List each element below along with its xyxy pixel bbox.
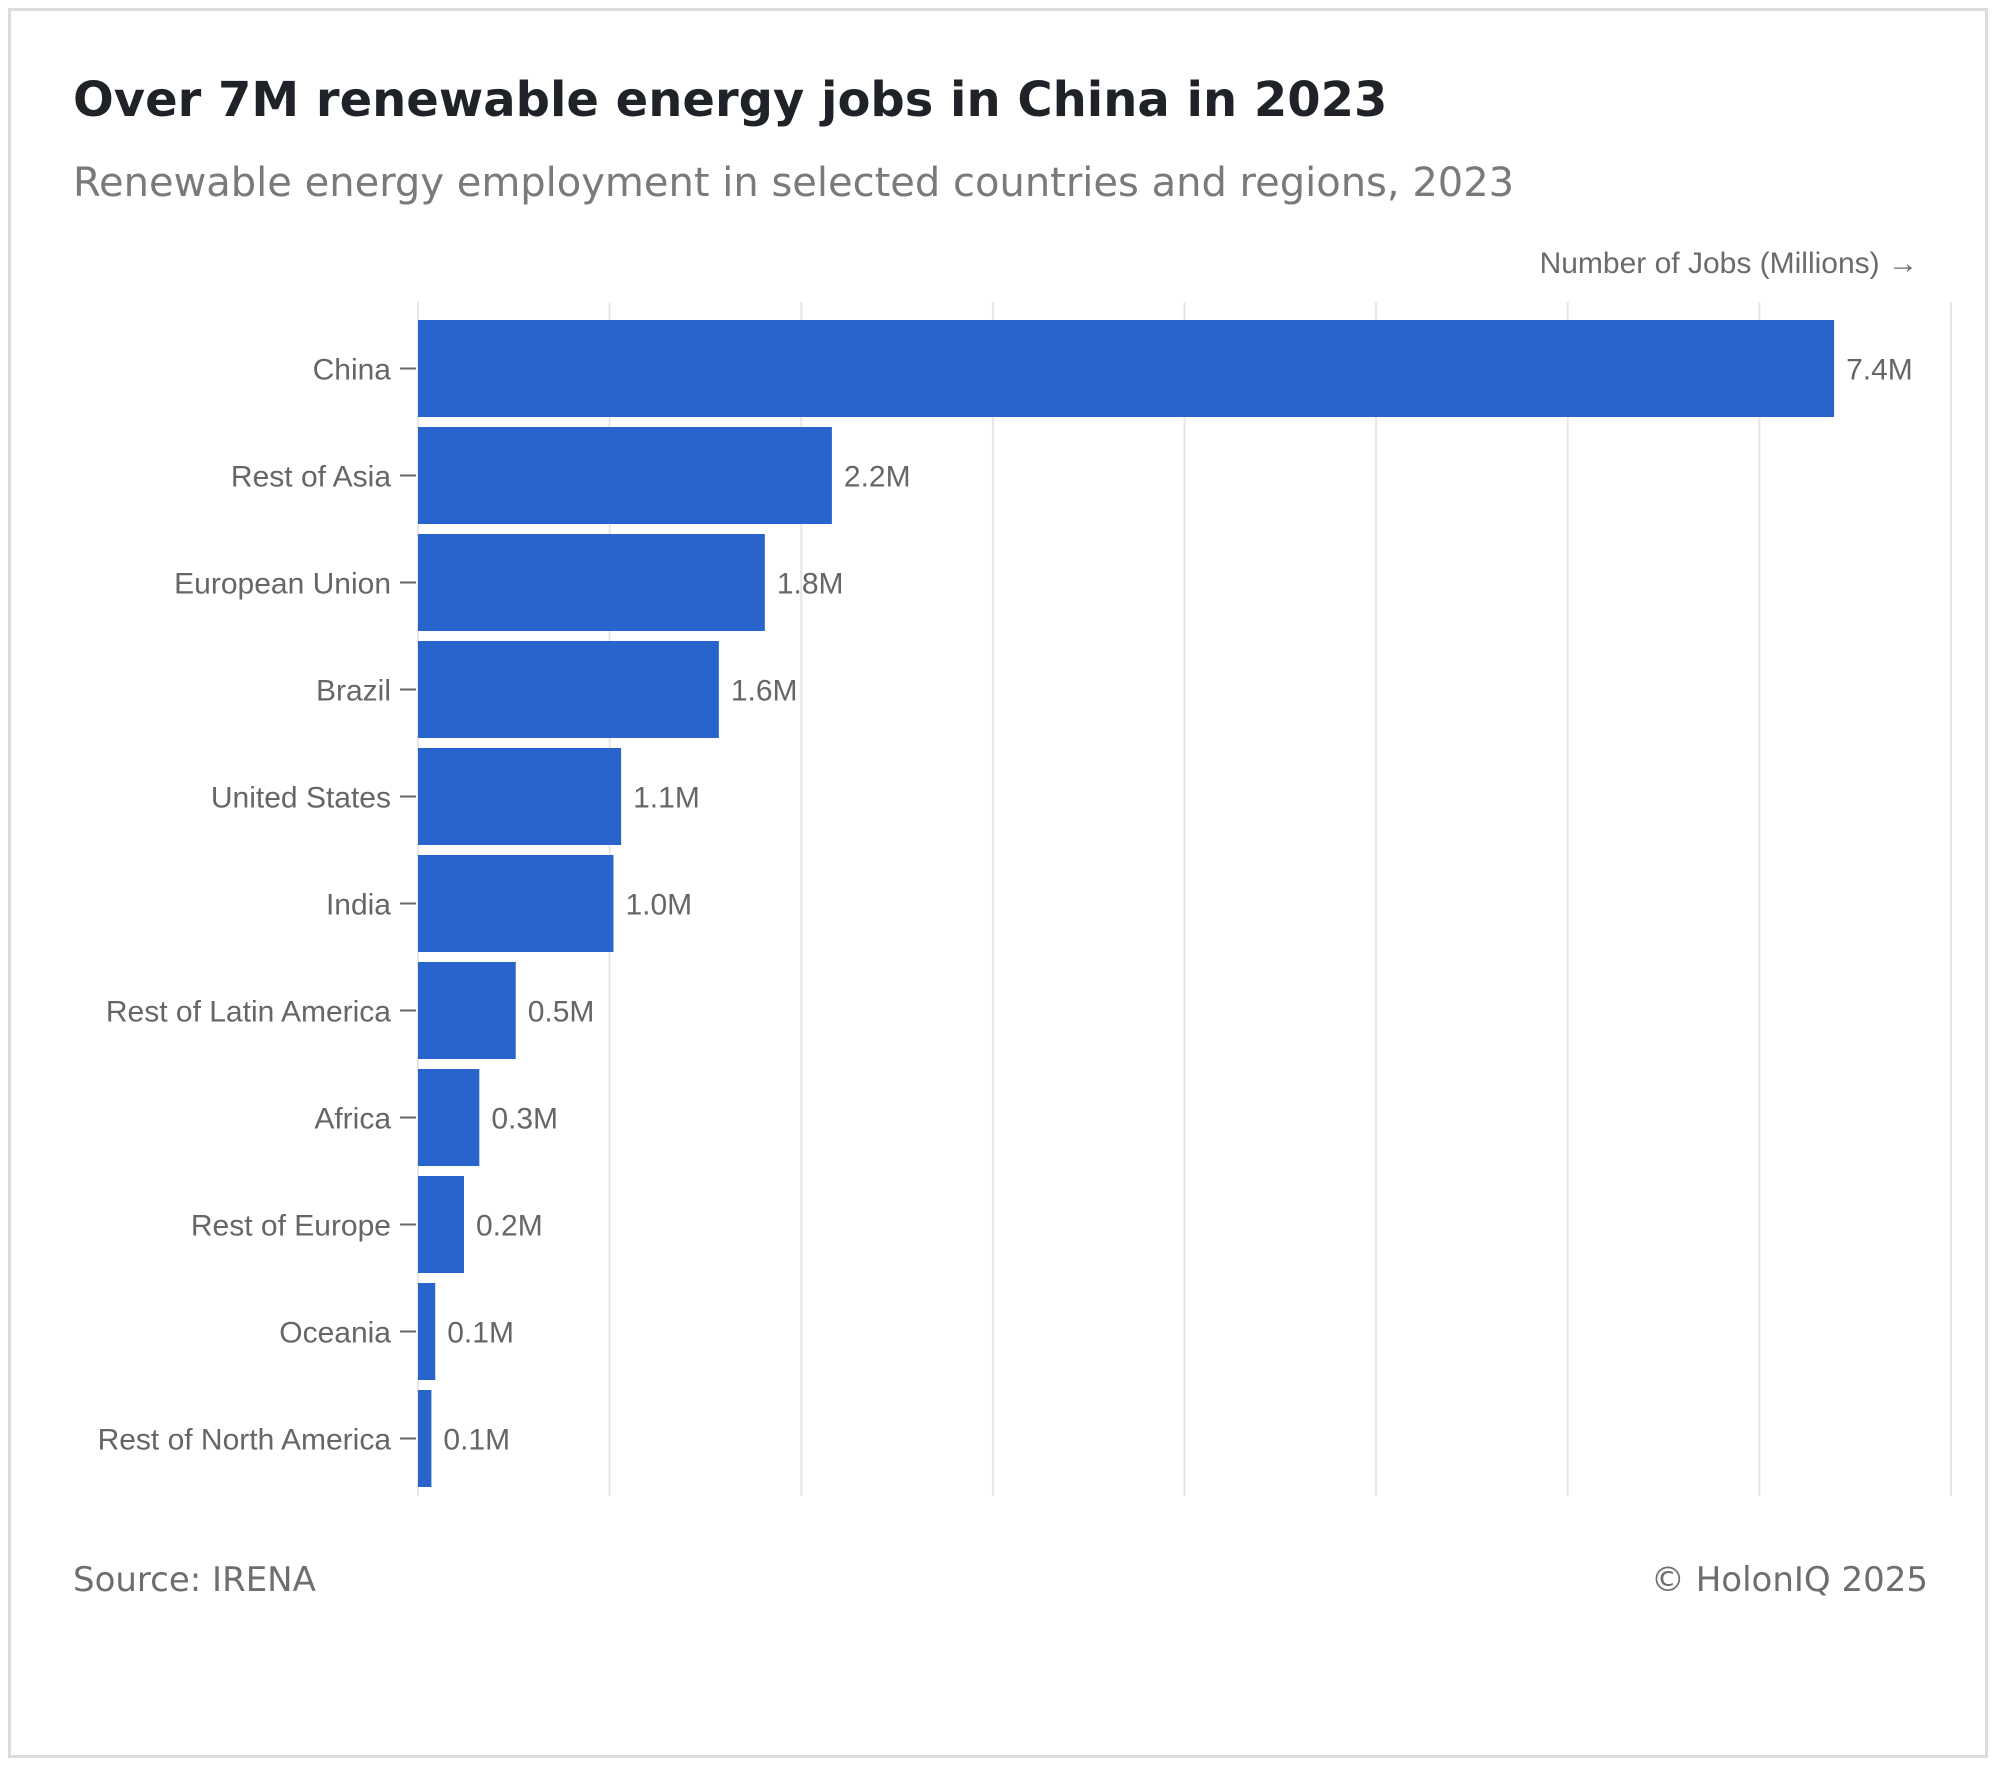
category-label: Rest of North America [98, 1424, 392, 1457]
labels: China 7.4M Rest of Asia 2.2M European Union 1… [98, 354, 1913, 1457]
category-label: Africa [314, 1103, 391, 1136]
bar-united-states [418, 748, 622, 845]
value-label: 0.1M [447, 1317, 514, 1350]
category-label: Brazil [316, 675, 391, 708]
chart-frame [8, 8, 1988, 1758]
value-label: 0.3M [491, 1103, 558, 1136]
chart-title: Over 7M renewable energy jobs in China i… [73, 72, 1388, 128]
category-label: Rest of Asia [231, 461, 391, 494]
value-label: 7.4M [1846, 354, 1913, 387]
bar-africa [418, 1069, 480, 1166]
bar-rest-of-europe [418, 1176, 464, 1273]
category-label: European Union [174, 568, 391, 601]
value-label: 2.2M [844, 461, 911, 494]
value-label: 1.8M [777, 568, 844, 601]
bar-rest-of-north-america [418, 1390, 432, 1487]
value-label: 1.1M [633, 782, 700, 815]
category-label: China [313, 354, 392, 387]
chart-subtitle: Renewable energy employment in selected … [73, 160, 1515, 206]
value-label: 1.6M [731, 675, 798, 708]
x-axis-title: Number of Jobs (Millions) → [1540, 247, 1918, 280]
category-label: United States [211, 782, 391, 815]
category-label: Rest of Europe [191, 1210, 391, 1243]
bar-brazil [418, 641, 719, 738]
copyright-note: © HolonIQ 2025 [1650, 1560, 1928, 1600]
bar-china [418, 320, 1835, 417]
category-label: Rest of Latin America [106, 996, 391, 1029]
bar-india [418, 855, 614, 952]
value-label: 0.5M [528, 996, 595, 1029]
bar-rest-of-asia [418, 427, 832, 524]
category-label: Oceania [279, 1317, 391, 1350]
value-label: 1.0M [625, 889, 692, 922]
bar-rest-of-latin-america [418, 962, 516, 1059]
source-note: Source: IRENA [73, 1560, 316, 1600]
bar-european-union [418, 534, 765, 631]
bars [418, 320, 1835, 1487]
value-label: 0.1M [443, 1424, 510, 1457]
bar-oceania [418, 1283, 436, 1380]
category-label: India [326, 889, 391, 922]
value-label: 0.2M [476, 1210, 543, 1243]
